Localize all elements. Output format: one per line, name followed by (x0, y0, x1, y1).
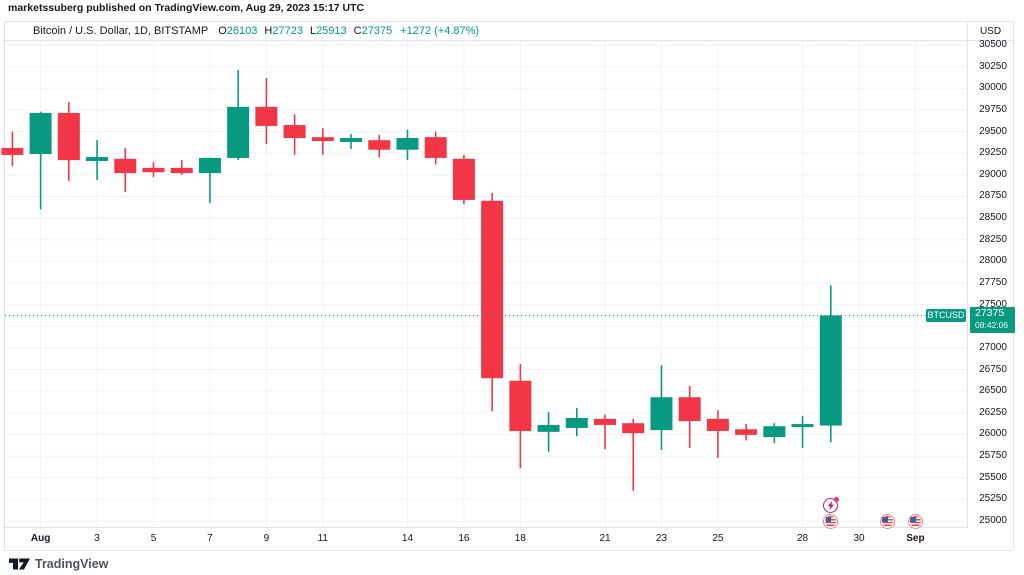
flag-canton (825, 516, 832, 522)
price-tick-label: 29500 (979, 125, 1007, 137)
price-tick-label: 30000 (979, 82, 1007, 94)
price-tick-label: 26250 (979, 406, 1007, 418)
us-flag-event-icon[interactable] (907, 514, 923, 529)
price-tick-label: 30500 (979, 39, 1007, 50)
price-tick-label: 25750 (979, 450, 1007, 462)
price-tick-label: 26000 (979, 428, 1007, 440)
symbol-price-pill: BTCUSD (926, 309, 966, 322)
price-tick-label: 29000 (979, 168, 1007, 180)
flag-stripes (825, 516, 837, 527)
time-tick-label: 23 (655, 533, 668, 544)
price-tick-label: 27000 (979, 341, 1007, 353)
current-price-label: 27375 08:42:06 (970, 307, 1015, 333)
ohlc-values: O26103 H27723 L25913 C27375 (218, 25, 392, 37)
price-tick-label: 25500 (979, 471, 1007, 483)
time-tick-label: 28 (796, 533, 809, 544)
attribution-text: marketssuberg published on TradingView.c… (8, 2, 365, 14)
price-tick-label: 28500 (979, 212, 1007, 224)
time-tick-label: 7 (207, 533, 213, 544)
current-price-value: 27375 (975, 307, 1005, 319)
price-tick-label: 27750 (979, 277, 1007, 288)
time-tick-label: 14 (401, 533, 414, 544)
chart-widget: Bitcoin / U.S. Dollar, 1D, BITSTAMP O261… (4, 21, 1014, 551)
price-tick-label: 26750 (979, 363, 1007, 375)
time-tick-label: 21 (599, 533, 611, 544)
price-tick-label: 28000 (979, 255, 1007, 267)
tradingview-brand-link[interactable]: TradingView (35, 556, 109, 571)
flag-stripes (881, 516, 893, 527)
low-value: L25913 (309, 25, 347, 37)
time-tick-label: 16 (458, 533, 470, 544)
tradingview-logo-icon (9, 558, 30, 570)
price-tick-label: 28750 (979, 190, 1007, 202)
price-tick-label: 25250 (979, 493, 1007, 505)
flag-canton (910, 516, 916, 522)
us-flag-event-icon[interactable] (879, 514, 895, 529)
us-flag-event-icon[interactable] (823, 514, 839, 529)
time-tick-label: 5 (150, 533, 157, 544)
flag-canton (882, 516, 888, 522)
lightning-bolt-icon (827, 501, 834, 510)
price-axis[interactable] (967, 41, 1013, 550)
time-tick-label: 30 (853, 533, 865, 544)
price-tick-label: 26500 (979, 385, 1007, 397)
symbol-legend-bar: Bitcoin / U.S. Dollar, 1D, BITSTAMP O261… (5, 22, 968, 41)
time-tick-label: 18 (514, 533, 526, 544)
symbol-title: Bitcoin / U.S. Dollar, 1D, BITSTAMP (33, 25, 209, 37)
high-value: H27723 (264, 25, 303, 37)
price-tick-label: 25000 (979, 515, 1007, 526)
price-tick-label: 29250 (979, 147, 1007, 159)
time-axis[interactable] (5, 527, 968, 550)
bar-countdown: 08:42:06 (975, 320, 1009, 330)
time-tick-label: 9 (263, 533, 270, 544)
time-tick-label: 25 (712, 533, 724, 544)
price-tick-label: 30250 (979, 60, 1007, 72)
footer: TradingView (8, 556, 108, 571)
time-tick-label: Sep (906, 533, 925, 544)
price-tick-label: 27500 (979, 298, 1007, 310)
change-value: +1272 (+4.87%) (400, 25, 480, 37)
time-tick-label: Aug (30, 533, 51, 544)
price-tick-label: 28250 (979, 233, 1007, 245)
time-tick-label: 11 (317, 533, 328, 544)
open-value: O26103 (218, 25, 258, 37)
time-tick-label: 3 (94, 533, 100, 544)
close-value: C27375 (353, 25, 393, 37)
price-axis-unit: USD (967, 22, 1013, 41)
price-tick-label: 29750 (979, 103, 1007, 115)
